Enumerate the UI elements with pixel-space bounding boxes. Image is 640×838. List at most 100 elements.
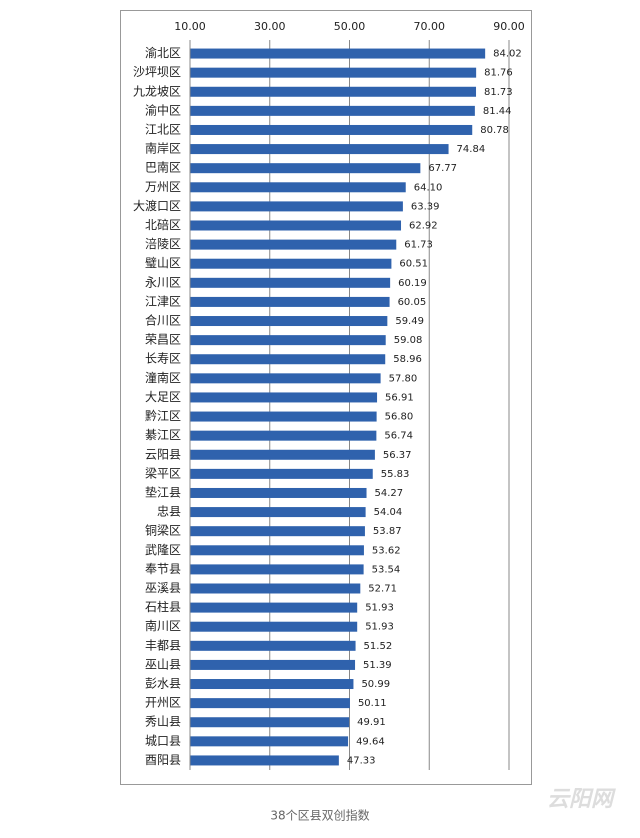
value-label: 74.84 bbox=[457, 144, 486, 155]
value-label: 60.19 bbox=[398, 278, 427, 289]
bar bbox=[190, 48, 486, 59]
value-label: 50.11 bbox=[358, 698, 387, 709]
y-tick-label: 忠县 bbox=[157, 505, 181, 519]
value-label: 81.73 bbox=[484, 87, 513, 98]
y-tick-label: 大足区 bbox=[145, 390, 181, 404]
bar bbox=[190, 526, 365, 537]
y-tick-label: 城口县 bbox=[145, 734, 181, 748]
bar bbox=[190, 163, 421, 174]
bar bbox=[190, 258, 392, 269]
value-label: 62.92 bbox=[409, 221, 438, 232]
y-tick-label: 垫江县 bbox=[145, 484, 181, 499]
y-tick-label: 南川区 bbox=[145, 618, 181, 633]
bar bbox=[190, 239, 397, 250]
watermark: 云阳网 bbox=[547, 787, 616, 812]
y-tick-label: 酉阳县 bbox=[145, 753, 181, 767]
value-label: 67.77 bbox=[428, 163, 457, 174]
bar bbox=[190, 430, 377, 441]
y-tick-label: 渝北区 bbox=[145, 45, 181, 60]
x-tick-label: 90.00 bbox=[493, 20, 525, 33]
y-tick-label: 黔江区 bbox=[145, 408, 181, 423]
y-tick-label: 巴南区 bbox=[145, 160, 181, 175]
y-tick-label: 綦江区 bbox=[145, 428, 181, 442]
value-label: 60.51 bbox=[399, 259, 428, 270]
bar bbox=[190, 124, 473, 135]
y-tick-label: 九龙坡区 bbox=[133, 84, 181, 98]
y-tick-label: 丰都县 bbox=[145, 638, 181, 652]
bar bbox=[190, 468, 373, 479]
y-tick-label: 江北区 bbox=[145, 122, 181, 136]
bar bbox=[190, 67, 477, 78]
bar bbox=[190, 717, 350, 728]
value-label: 56.74 bbox=[384, 431, 413, 442]
value-label: 52.71 bbox=[368, 584, 397, 595]
bar bbox=[190, 316, 388, 327]
value-label: 51.93 bbox=[365, 622, 394, 633]
x-tick-label: 10.00 bbox=[174, 20, 206, 33]
bar bbox=[190, 659, 356, 670]
value-label: 61.73 bbox=[404, 240, 433, 251]
value-label: 57.80 bbox=[389, 373, 418, 384]
y-tick-label: 潼南区 bbox=[145, 370, 181, 385]
y-tick-label: 石柱县 bbox=[145, 599, 181, 614]
bar bbox=[190, 755, 339, 766]
bar bbox=[190, 507, 366, 518]
y-tick-label: 荣昌区 bbox=[145, 333, 181, 347]
value-label: 60.05 bbox=[398, 297, 427, 308]
bar bbox=[190, 640, 356, 651]
y-tick-label: 沙坪坝区 bbox=[133, 65, 181, 79]
y-tick-label: 渝中区 bbox=[145, 102, 181, 117]
bar bbox=[190, 144, 449, 155]
bar bbox=[190, 354, 386, 365]
bar bbox=[190, 487, 367, 498]
value-label: 59.08 bbox=[394, 335, 423, 346]
bar bbox=[190, 335, 386, 346]
value-label: 58.96 bbox=[393, 354, 422, 365]
value-label: 53.87 bbox=[373, 526, 402, 537]
y-tick-label: 长寿区 bbox=[145, 352, 181, 366]
y-tick-label: 巫山县 bbox=[145, 657, 181, 671]
y-tick-label: 秀山县 bbox=[145, 715, 181, 729]
y-tick-label: 北碚区 bbox=[145, 217, 181, 232]
y-tick-label: 彭水县 bbox=[145, 677, 181, 691]
y-tick-label: 南岸区 bbox=[145, 141, 181, 156]
y-tick-label: 涪陵区 bbox=[145, 236, 181, 251]
bar bbox=[190, 220, 402, 231]
y-tick-label: 璧山区 bbox=[145, 255, 181, 270]
bar bbox=[190, 736, 349, 747]
y-tick-label: 梁平区 bbox=[145, 465, 181, 480]
value-label: 64.10 bbox=[414, 182, 443, 193]
value-label: 56.91 bbox=[385, 392, 414, 403]
value-label: 50.99 bbox=[361, 679, 390, 690]
value-label: 54.04 bbox=[374, 507, 403, 518]
value-label: 49.64 bbox=[356, 736, 385, 747]
y-tick-label: 万州区 bbox=[145, 180, 181, 194]
value-label: 84.02 bbox=[493, 49, 522, 60]
value-label: 81.44 bbox=[483, 106, 512, 117]
bar bbox=[190, 373, 381, 384]
value-label: 49.91 bbox=[357, 717, 386, 728]
value-label: 53.54 bbox=[372, 564, 401, 575]
y-tick-label: 铜梁区 bbox=[145, 523, 181, 538]
bar bbox=[190, 392, 378, 403]
value-label: 56.37 bbox=[383, 450, 412, 461]
x-tick-label: 70.00 bbox=[414, 20, 446, 33]
value-label: 51.39 bbox=[363, 660, 392, 671]
y-tick-label: 江津区 bbox=[145, 294, 181, 308]
bar bbox=[190, 602, 358, 613]
value-label: 63.39 bbox=[411, 201, 440, 212]
bar bbox=[190, 105, 475, 116]
bar bbox=[190, 679, 354, 690]
value-label: 51.52 bbox=[364, 641, 393, 652]
bar bbox=[190, 86, 477, 97]
value-label: 53.62 bbox=[372, 545, 401, 556]
y-tick-label: 奉节县 bbox=[145, 562, 181, 576]
caption: 38个区县双创指数 bbox=[270, 808, 369, 823]
value-label: 56.80 bbox=[385, 412, 414, 423]
bar bbox=[190, 411, 377, 422]
value-label: 59.49 bbox=[395, 316, 424, 327]
bar bbox=[190, 449, 375, 460]
bar bbox=[190, 583, 361, 594]
value-label: 51.93 bbox=[365, 603, 394, 614]
